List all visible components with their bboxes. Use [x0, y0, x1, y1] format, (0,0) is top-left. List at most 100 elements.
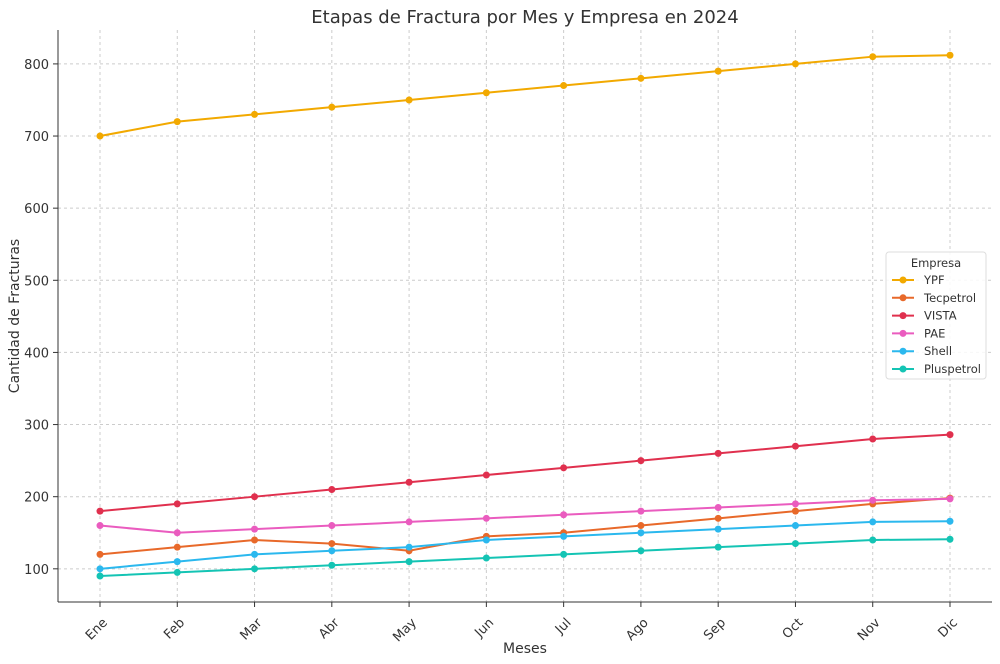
data-point	[173, 558, 181, 566]
data-point	[405, 518, 413, 526]
data-point	[869, 53, 877, 61]
legend-marker	[899, 294, 907, 302]
data-point	[96, 132, 104, 140]
data-point	[791, 442, 799, 450]
legend-title: Empresa	[911, 256, 961, 270]
data-point	[173, 500, 181, 508]
legend-item: Tecpetrol	[892, 291, 976, 305]
legend-box	[885, 251, 987, 380]
data-point	[96, 550, 104, 558]
x-tick-label: Sep	[701, 616, 729, 644]
y-tick-label: 400	[24, 346, 49, 361]
y-tick-label: 500	[24, 274, 49, 289]
legend-label: YPF	[923, 273, 945, 287]
data-point	[328, 561, 336, 569]
data-point	[869, 536, 877, 544]
data-point	[637, 507, 645, 515]
legend-marker	[899, 347, 907, 355]
data-point	[482, 554, 490, 562]
data-point	[173, 543, 181, 551]
y-tick-label: 200	[24, 491, 49, 506]
data-point	[637, 547, 645, 555]
legend-marker	[899, 329, 907, 337]
data-point	[869, 435, 877, 443]
y-tick-label: 300	[24, 419, 49, 434]
x-tick-label: Dic	[936, 616, 961, 641]
legend-label: Tecpetrol	[923, 291, 976, 305]
series-pae	[96, 495, 954, 537]
data-point	[173, 568, 181, 576]
legend-item: Pluspetrol	[892, 362, 981, 376]
data-point	[714, 543, 722, 551]
data-point	[482, 471, 490, 479]
series-line	[99, 433, 951, 513]
series-line	[99, 54, 951, 138]
data-point	[96, 522, 104, 530]
x-tick-label: Nov	[855, 615, 884, 644]
data-point	[946, 517, 954, 525]
data-point	[173, 118, 181, 126]
series-line	[99, 497, 951, 556]
y-tick-label: 800	[24, 58, 49, 73]
data-point	[714, 504, 722, 512]
data-point	[637, 74, 645, 82]
data-point	[714, 449, 722, 457]
series-shell	[96, 517, 954, 573]
x-tick-label: Ene	[83, 616, 111, 644]
series-line	[99, 538, 951, 578]
data-point	[405, 543, 413, 551]
data-point	[946, 495, 954, 503]
data-point	[405, 478, 413, 486]
data-point	[637, 457, 645, 465]
data-point	[251, 550, 259, 558]
x-tick-label: Feb	[161, 616, 188, 643]
data-point	[791, 507, 799, 515]
x-axis-label: Meses	[503, 641, 547, 657]
legend-label: Shell	[924, 344, 952, 358]
data-point	[560, 82, 568, 90]
legend-item: VISTA	[892, 309, 957, 323]
series-vista	[96, 431, 954, 515]
legend-label: VISTA	[924, 309, 957, 323]
legend-marker	[899, 276, 907, 284]
y-tick-label: 600	[24, 202, 49, 217]
data-point	[251, 525, 259, 533]
data-point	[482, 514, 490, 522]
data-point	[869, 518, 877, 526]
data-point	[482, 89, 490, 97]
data-point	[251, 493, 259, 501]
data-point	[328, 540, 336, 548]
data-point	[791, 522, 799, 530]
data-point	[251, 565, 259, 573]
data-point	[714, 514, 722, 522]
data-point	[173, 529, 181, 537]
y-axis-label: Cantidad de Fracturas	[7, 239, 23, 393]
data-point	[869, 496, 877, 504]
x-tick-label: Jul	[552, 616, 574, 638]
data-point	[405, 96, 413, 104]
x-tick-label: May	[390, 615, 420, 645]
series-line	[99, 520, 951, 570]
chart-title: Etapas de Fractura por Mes y Empresa en …	[311, 7, 738, 28]
data-point	[560, 550, 568, 558]
data-point	[251, 536, 259, 544]
legend-marker	[899, 312, 907, 320]
legend-marker	[899, 365, 907, 373]
legend-item: YPF	[892, 273, 945, 287]
data-point	[791, 540, 799, 548]
x-tick-label: Ago	[623, 616, 651, 644]
legend-label: Pluspetrol	[924, 362, 981, 376]
x-tick-label: Oct	[780, 616, 807, 643]
x-tick-label: Mar	[237, 615, 265, 643]
y-tick-label: 100	[24, 563, 49, 578]
data-point	[482, 536, 490, 544]
series-ypf	[96, 51, 954, 140]
data-point	[96, 507, 104, 515]
data-point	[405, 558, 413, 566]
series-pluspetrol	[96, 535, 954, 580]
data-point	[328, 485, 336, 493]
series-tecpetrol	[96, 494, 954, 558]
data-point	[714, 525, 722, 533]
data-point	[328, 522, 336, 530]
